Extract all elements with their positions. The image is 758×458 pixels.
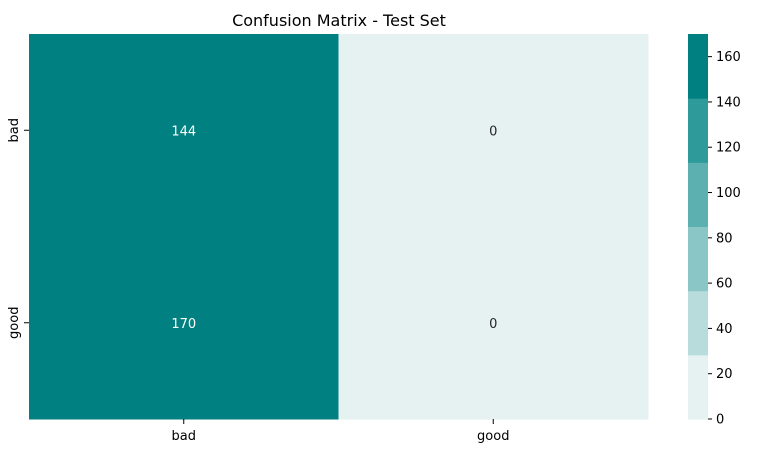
heatmap-cell <box>29 34 339 227</box>
colorbar-segment <box>688 354 708 420</box>
colorbar: 0 20 40 60 80 100 120 140 160 <box>688 34 741 428</box>
cell-value-label: 144 <box>171 124 196 139</box>
y-tick-label: bad <box>7 118 22 142</box>
colorbar-segment <box>688 290 708 356</box>
colorbar-tick-label: 20 <box>716 367 733 382</box>
colorbar-tick-label: 60 <box>716 277 733 292</box>
heatmap-cell <box>338 34 649 227</box>
y-axis: bad good <box>7 118 29 339</box>
colorbar-segment <box>688 162 708 227</box>
heatmap-cell <box>29 226 339 420</box>
colorbar-tick-label: 160 <box>716 50 741 65</box>
colorbar-tick-label: 40 <box>716 322 733 337</box>
cell-annotations: 144 0 170 0 <box>171 124 497 332</box>
colorbar-segment <box>688 226 708 292</box>
x-tick-label: good <box>477 429 509 444</box>
cell-value-label: 170 <box>171 317 196 332</box>
x-tick-label: bad <box>172 429 196 444</box>
y-tick-label: good <box>7 307 22 339</box>
x-axis: bad good <box>172 419 509 444</box>
cell-value-label: 0 <box>489 124 497 139</box>
colorbar-tick-label: 100 <box>716 186 741 201</box>
cell-value-label: 0 <box>489 317 497 332</box>
colorbar-tick-label: 140 <box>716 95 741 110</box>
chart-title: Confusion Matrix - Test Set <box>232 11 446 30</box>
colorbar-tick-label: 0 <box>716 413 724 428</box>
colorbar-segment <box>688 98 708 163</box>
colorbar-tick-label: 80 <box>716 231 733 246</box>
colorbar-segment <box>688 34 708 99</box>
heatmap-cells <box>29 34 649 420</box>
heatmap-cell <box>338 226 649 420</box>
colorbar-tick-label: 120 <box>716 141 741 156</box>
